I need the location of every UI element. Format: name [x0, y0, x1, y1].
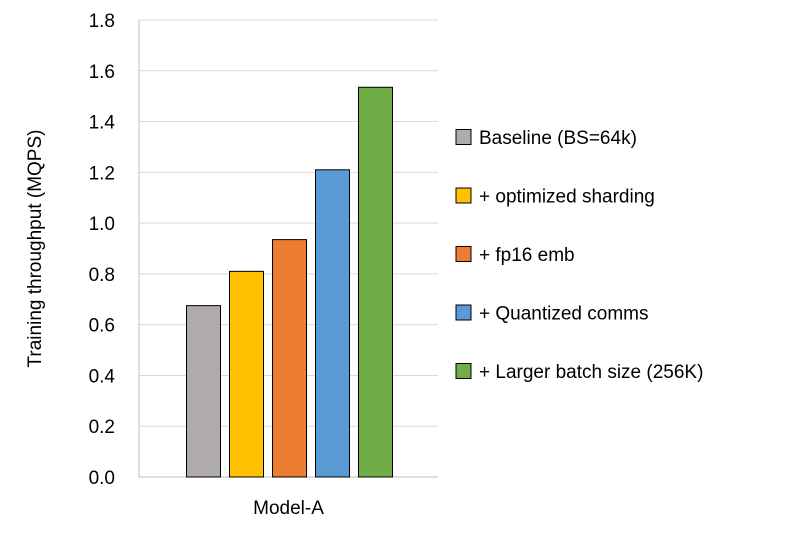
legend-label: + fp16 emb	[479, 245, 575, 266]
x-tick-label: Model-A	[253, 498, 324, 519]
legend-label: + optimized sharding	[479, 187, 655, 208]
y-tick-label: 1.2	[89, 163, 115, 184]
legend-swatch	[455, 363, 472, 379]
axis-labels: 0.0 0.2 0.4 0.6 0.8 1.0 1.2 1.4 1.6 1.8 Model-A Tra…	[25, 11, 324, 519]
y-tick-label: 1.8	[89, 11, 115, 32]
y-tick-label: 1.4	[89, 113, 116, 134]
bar-2	[229, 270, 264, 478]
bar-5	[358, 86, 393, 478]
bars	[186, 86, 393, 478]
y-axis-title: Training throughput (MQPS)	[25, 130, 46, 368]
legend-label: + Quantized comms	[479, 304, 649, 325]
y-tick-label: 0.0	[89, 468, 115, 489]
y-tick-label: 0.6	[89, 316, 115, 337]
legend-swatch	[455, 246, 472, 262]
legend-label: + Larger batch size (256K)	[479, 362, 703, 383]
y-tick-label: 1.0	[89, 214, 115, 235]
bar-1	[186, 305, 221, 478]
bar-4	[315, 169, 350, 478]
y-tick-label: 0.8	[89, 265, 115, 286]
y-tick-label: 1.6	[89, 62, 115, 83]
legend-label: Baseline (BS=64k)	[479, 128, 637, 149]
legend: Baseline (BS=64k) + optimized sharding + f…	[455, 128, 703, 383]
legend-swatch	[455, 187, 472, 204]
legend-swatch	[455, 304, 472, 321]
y-tick-label: 0.4	[89, 366, 116, 387]
legend-swatch	[455, 129, 472, 145]
bar-3	[272, 239, 307, 478]
y-tick-label: 0.2	[89, 417, 115, 438]
